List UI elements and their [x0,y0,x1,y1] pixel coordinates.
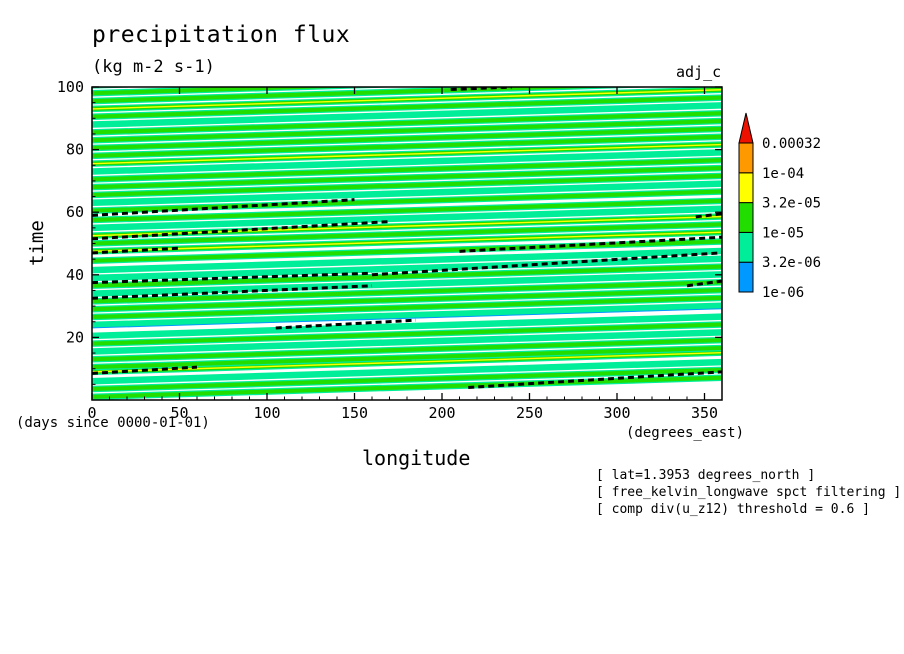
band-1-core [92,367,722,392]
divergence-contours [92,87,722,389]
band-39-core [92,87,107,88]
contour-2 [275,318,416,330]
band-30-core [92,134,722,158]
band-22-core [92,198,722,223]
band-37-core [92,87,622,104]
contour-8 [459,235,722,253]
band-9-outer [92,302,722,329]
colorbar-label-0: 0.00032 [762,136,821,152]
y-axis-ticks: 20 40 60 80 100 [57,78,722,385]
band-2-outer [92,358,722,385]
band-12-core [92,280,722,304]
contour-7 [92,246,180,255]
band-13-outer [92,271,722,297]
contour-0 [92,365,198,375]
chart-title: precipitation flux [92,22,351,48]
band-7-core [92,322,722,346]
x-tick-label-100: 100 [253,404,280,422]
contour-11 [695,212,722,219]
y-tick-label-100: 100 [57,78,84,96]
note-threshold: [ comp div(u_z12) threshold = 0.6 ] [596,502,870,517]
colorbar-swatch-2 [738,202,754,233]
y-tick-label-60: 60 [66,203,84,221]
band-4-core [92,345,722,370]
band-39-outer [92,87,148,89]
x-axis-ticks: 0 50 100 150 200 250 300 350 [87,87,718,422]
colorbar-swatch-3 [738,172,754,204]
band-38-core [92,87,364,96]
y-tick-label-80: 80 [66,141,84,159]
band-5-core [92,338,722,362]
band-16-outer [92,247,722,274]
band-34-outer [92,102,722,128]
band-14-core [92,264,722,288]
band-29-peak [92,143,722,165]
colorbar-swatch-0 [738,261,754,293]
band-0-core [92,375,722,399]
y-tick-label-20: 20 [66,328,84,346]
colorbar-label-5: 1e-06 [762,285,804,301]
x-tick-label-300: 300 [603,404,630,422]
note-filtering: [ free_kelvin_longwave spct filtering ] [596,485,902,500]
y-tick-label-40: 40 [66,266,84,284]
band-19-core [92,222,722,246]
contour-1 [468,370,722,389]
chart-units: (kg m-2 s-1) [92,57,215,77]
x-tick-label-0: 0 [87,404,96,422]
band-24-outer [92,180,722,207]
band-9-edge [92,308,722,329]
x-tick-label-250: 250 [516,404,543,422]
band-17-core [92,239,722,263]
band-28-outer [92,149,722,175]
band-25-core [92,173,722,197]
x-axis-label: longitude [362,446,471,470]
colorbar-swatch-1 [738,231,754,263]
colorbar-extend-arrow [738,112,754,144]
x-tick-label-350: 350 [691,404,718,422]
band-6-outer [92,329,722,355]
note-latitude: [ lat=1.3953 degrees_north ] [596,468,816,483]
x-tick-label-200: 200 [428,404,455,422]
colorbar-label-1: 1e-04 [762,166,804,182]
precipitation-bands [92,87,722,400]
band-27-core [92,158,722,182]
contour-6 [686,279,722,288]
band-8-outer [92,313,722,340]
band-26-core [92,166,722,190]
time-origin-label: (days since 0000-01-01) [16,415,210,431]
colorbar-label-2: 3.2e-05 [762,196,821,212]
band-15-outer [92,255,722,282]
band-23-core [92,189,722,213]
colorbar: 0.00032 1e-04 3.2e-05 1e-05 3.2e-06 1e-06 [738,112,821,301]
band-31-core [92,126,722,151]
contour-3 [92,284,373,300]
x-axis-units: (degrees_east) [626,425,745,441]
band-21-outer [92,205,722,232]
band-33-core [92,111,722,135]
contour-10 [92,198,355,217]
colorbar-swatch-4 [738,142,754,174]
band-35-core [92,95,722,119]
colorbar-label-4: 3.2e-06 [762,255,821,271]
band-32-core [92,119,722,143]
contour-4 [92,271,373,285]
contour-5 [371,251,722,277]
band-11-core [92,288,722,312]
band-10-core [92,295,722,320]
band-18-peak [92,231,722,253]
x-tick-label-50: 50 [170,404,188,422]
x-tick-label-150: 150 [341,404,368,422]
run-label: adj_c [676,63,722,81]
colorbar-label-3: 1e-05 [762,225,804,241]
